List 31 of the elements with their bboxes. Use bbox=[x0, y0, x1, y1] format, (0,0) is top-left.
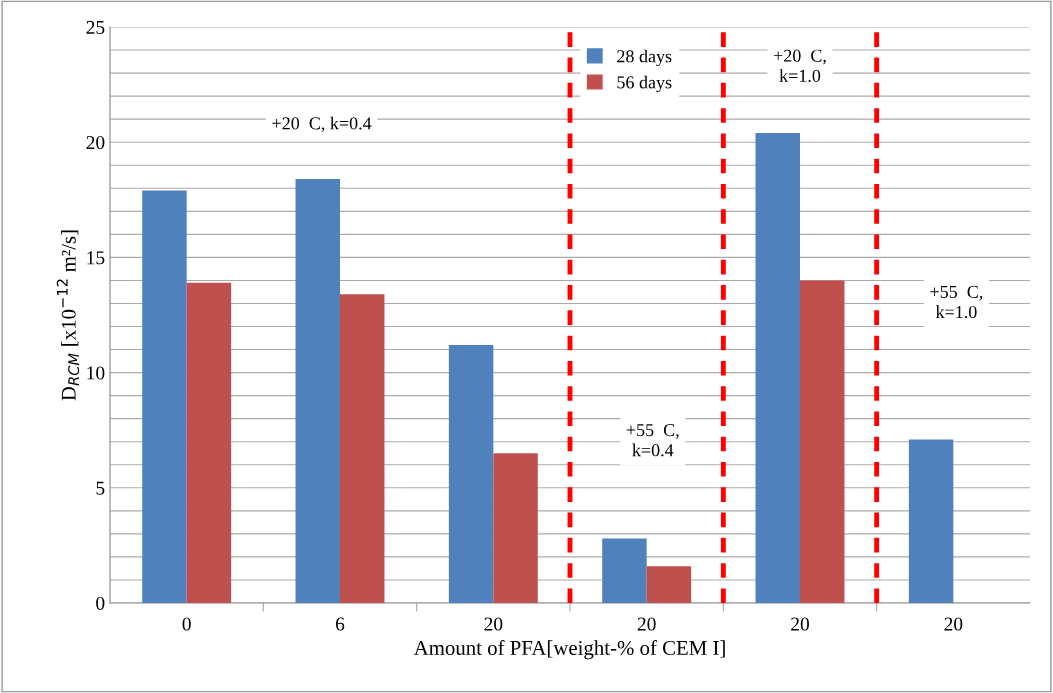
annotation: +20 C, k=0.4 bbox=[272, 116, 372, 133]
bar bbox=[295, 179, 340, 603]
bar bbox=[493, 453, 538, 603]
y-axis-title: D$_{RCM}$ [x10$^{−12}$ m²/s] bbox=[56, 230, 80, 401]
x-tick-label: 20 bbox=[791, 617, 809, 631]
y-tick-label: 5 bbox=[96, 481, 105, 495]
annotation: +55 C, k=1.0 bbox=[930, 285, 983, 319]
bar bbox=[602, 538, 647, 603]
annotation: +55 C, k=0.4 bbox=[626, 424, 679, 457]
bar bbox=[755, 132, 800, 603]
y-tick-label: 15 bbox=[87, 251, 105, 265]
y-tick-label: 0 bbox=[96, 596, 105, 610]
legend-label: 56 days bbox=[617, 75, 672, 93]
bar bbox=[800, 280, 845, 603]
legend-label: 28 days bbox=[617, 49, 672, 67]
y-tick-label: 20 bbox=[86, 136, 105, 150]
y-tick-label: 10 bbox=[87, 366, 105, 380]
annotation: +20 C, k=1.0 bbox=[773, 49, 826, 82]
bar bbox=[448, 344, 494, 603]
x-axis-title: Amount of PFA[weight-% of CEM I] bbox=[413, 640, 725, 660]
x-tick-label: 20 bbox=[944, 617, 963, 631]
x-tick-label: 20 bbox=[637, 617, 656, 631]
bar bbox=[186, 282, 232, 603]
bar bbox=[142, 190, 187, 603]
y-tick-label: 25 bbox=[86, 20, 105, 34]
bar bbox=[340, 294, 385, 603]
x-tick-label: 6 bbox=[335, 617, 345, 631]
x-tick-label: 20 bbox=[484, 617, 503, 631]
x-tick-label: 0 bbox=[182, 617, 191, 631]
bar bbox=[908, 439, 954, 603]
bar bbox=[646, 566, 692, 603]
